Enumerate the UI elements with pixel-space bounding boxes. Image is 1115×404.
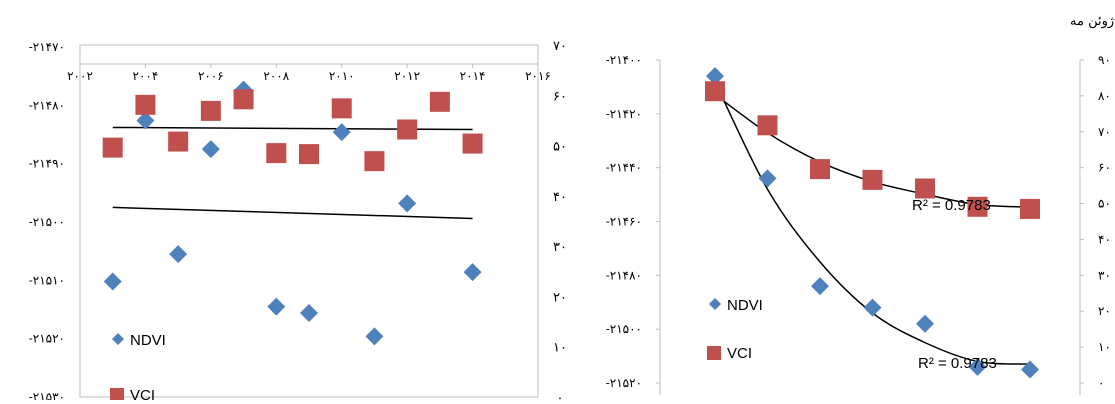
x-tick-label: ۲۰۱۲ — [394, 69, 420, 83]
legend-vci-label: VCI — [727, 345, 752, 362]
chart-monthly: نوامبر اکتبر سپتامبر آگوست جولای ژوئن مه… — [606, 12, 1115, 395]
y-left-tick-label: -۲۱۴۲۰ — [606, 107, 642, 121]
ndvi-point — [365, 327, 384, 346]
month-labels: نوامبر اکتبر سپتامبر آگوست جولای ژوئن مه — [1070, 12, 1115, 29]
ndvi-point — [863, 298, 882, 317]
y-left-tick-label: -۲۱۵۳۰ — [29, 390, 65, 400]
ndvi-point — [103, 272, 122, 291]
vci-point — [967, 196, 988, 217]
ndvi-point — [1021, 360, 1039, 379]
ndvi-point — [811, 277, 829, 296]
ndvi-point — [300, 304, 318, 322]
trendline-vci — [714, 93, 1031, 208]
y-left-tick-label: -۲۱۴۷۰ — [29, 40, 65, 54]
vci-point — [299, 144, 319, 165]
y-left-tick-label: -۲۱۵۱۰ — [29, 273, 65, 287]
legend-ndvi-label: NDVI — [727, 297, 763, 314]
y-right-tick-label: ۹۰ — [1098, 53, 1111, 67]
y-left-tick-label: -۲۱۴۸۰ — [29, 98, 65, 112]
r2-label-vci: R² = 0.9783 — [912, 197, 991, 214]
y-right-tick-label: ۲۰ — [1098, 304, 1111, 318]
vci-point — [200, 100, 221, 121]
ndvi-point — [169, 245, 188, 264]
x-tick-label: ۲۰۰۸ — [263, 69, 289, 83]
y-left-tick-label: -۲۱۵۰۰ — [29, 215, 65, 229]
y-right-tick-label: ۱۰ — [1098, 340, 1111, 354]
vci-point — [266, 143, 287, 164]
vci-point — [397, 119, 418, 140]
ndvi-point — [201, 140, 220, 159]
y-right-tick-label: ۳۰ — [1098, 268, 1111, 282]
y-right-tick-label: ۵۰ — [1098, 197, 1111, 211]
ndvi-point — [398, 194, 417, 213]
y-left-tick-label: -۲۱۴۶۰ — [606, 215, 642, 229]
vci-point — [233, 89, 254, 110]
vci-point — [862, 169, 883, 190]
y-right-tick-label: ۰ — [557, 391, 564, 400]
y-right-tick-label: ۴۰ — [1098, 232, 1111, 246]
vci-point — [462, 133, 483, 154]
legend-ndvi-label: NDVI — [130, 332, 166, 349]
y-right-tick-label: ۱۰ — [553, 341, 567, 356]
y-left-tick-label: -۲۱۴۹۰ — [29, 157, 65, 171]
y-left-tick-label: -۲۱۴۰۰ — [606, 53, 642, 67]
y-left-tick-label: -۲۱۴۴۰ — [606, 161, 642, 175]
y-right-tick-label: ۳۰ — [553, 240, 567, 255]
y-right-tick-label: ۲۰ — [553, 290, 567, 305]
y-right-tick-label: ۸۰ — [1098, 89, 1111, 103]
vci-point — [429, 91, 450, 112]
ndvi-point — [758, 169, 777, 188]
vci-point — [1020, 198, 1040, 219]
y-right-tick-label: ۰ — [1098, 376, 1104, 390]
y-right-tick-label: ۶۰ — [1098, 161, 1111, 175]
trendline-vci — [112, 126, 473, 131]
y-right-tick-label: ۷۰ — [553, 39, 567, 54]
x-tick-label: ۲۰۰۴ — [133, 69, 159, 83]
legend-vci-label: VCI — [130, 387, 155, 400]
ndvi-point — [267, 297, 286, 316]
vci-point — [364, 151, 385, 172]
x-tick-label: ۲۰۱۴ — [460, 69, 486, 83]
x-tick-label: ۲۰۰۲ — [67, 69, 93, 83]
vci-point — [135, 94, 156, 115]
chart-annual: ۲۰۰۲ ۲۰۰۴ ۲۰۰۶ ۲۰۰۸ ۲۰۱۰ ۲۰۱۲ ۲۰۱۴ ۲۰۱۶ -۲۱۴۷۰-… — [29, 39, 567, 404]
x-tick-label: ۲۰۱۶ — [525, 69, 551, 83]
y-right-tick-label: ۷۰ — [1098, 125, 1111, 139]
y-left-tick-label: -۲۱۴۸۰ — [606, 268, 642, 282]
legend-ndvi-marker — [709, 298, 721, 310]
y-left-tick-label: -۲۱۵۲۰ — [29, 332, 65, 346]
legend-vci-marker — [110, 388, 124, 402]
r2-label-ndvi: R² = 0.9783 — [918, 355, 997, 372]
ndvi-point — [968, 357, 987, 376]
ndvi-point — [916, 314, 934, 333]
y-left-tick-label: -۲۱۵۲۰ — [606, 376, 642, 390]
vci-point — [810, 159, 830, 180]
vci-point — [168, 131, 189, 152]
ndvi-point — [463, 263, 482, 282]
x-tick-label: ۲۰۰۶ — [198, 69, 224, 83]
y-right-tick-label: ۴۰ — [553, 190, 567, 205]
y-right-tick-label: ۶۰ — [553, 89, 567, 104]
plot-frame-left — [79, 44, 539, 398]
y-right-tick-label: ۵۰ — [553, 140, 567, 155]
vci-point — [102, 137, 123, 158]
x-tick-label: ۲۰۱۰ — [329, 69, 355, 83]
trendline-ndvi — [112, 206, 473, 220]
vci-point — [915, 178, 935, 199]
legend-vci-marker — [707, 346, 721, 360]
vci-point — [705, 81, 725, 102]
ndvi-point — [136, 111, 155, 130]
legend-ndvi-marker — [112, 333, 124, 345]
y-left-tick-label: -۲۱۵۰۰ — [606, 322, 642, 336]
ndvi-point — [706, 67, 724, 86]
ndvi-point — [332, 123, 351, 142]
vci-point — [331, 98, 352, 119]
vci-point — [757, 115, 778, 136]
